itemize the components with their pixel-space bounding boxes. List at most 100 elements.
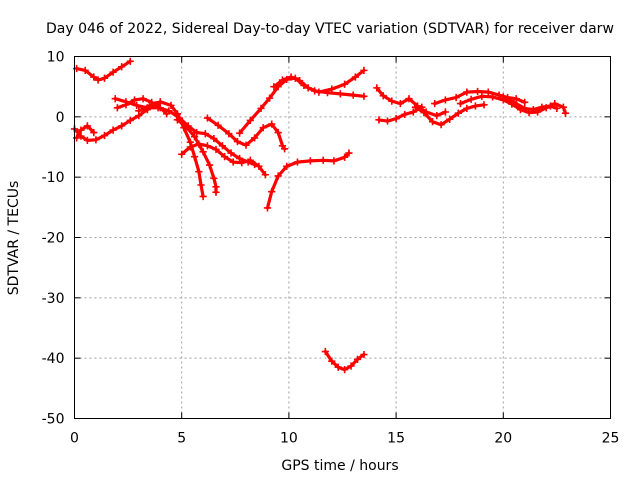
data-point: [257, 104, 265, 112]
data-point: [446, 115, 454, 123]
data-point: [197, 181, 205, 189]
data-point: [270, 83, 278, 91]
series-arc-16: [411, 101, 488, 129]
data-point: [263, 204, 272, 212]
plot-area: [70, 57, 570, 374]
data-point: [203, 142, 212, 150]
data-point: [283, 162, 291, 170]
data-point: [111, 95, 119, 103]
data-point: [441, 108, 450, 116]
series-arc-08: [178, 140, 269, 179]
data-point: [392, 115, 400, 123]
x-tick-label: 0: [70, 431, 79, 447]
data-point: [220, 153, 229, 161]
data-point: [90, 128, 98, 137]
data-point: [227, 149, 235, 157]
data-point: [139, 95, 147, 103]
data-point: [463, 88, 471, 96]
data-point: [375, 116, 383, 124]
series-trace: [433, 89, 527, 106]
data-point: [383, 117, 392, 125]
data-point: [478, 92, 486, 100]
series-trace: [137, 100, 205, 199]
data-point: [235, 154, 244, 163]
data-point: [379, 92, 387, 100]
data-point: [521, 104, 529, 112]
data-point: [304, 84, 312, 92]
data-point: [420, 109, 428, 117]
data-point: [190, 133, 199, 141]
data-point: [126, 116, 134, 125]
series-arc-06: [135, 98, 207, 201]
data-point: [182, 122, 190, 131]
series-trace: [113, 97, 257, 167]
data-point: [201, 130, 209, 138]
data-point: [351, 73, 359, 81]
series-trace: [272, 68, 366, 94]
grid: [74, 56, 611, 419]
data-point: [341, 366, 349, 374]
data-point: [441, 96, 450, 104]
data-point: [130, 96, 139, 104]
data-point: [287, 73, 295, 81]
data-point: [334, 363, 342, 371]
data-point: [353, 355, 362, 363]
data-point: [233, 137, 242, 146]
data-point: [250, 134, 259, 142]
chart-title: Day 046 of 2022, Sidereal Day-to-day VTE…: [46, 21, 614, 37]
data-point: [360, 66, 368, 74]
data-point: [452, 93, 460, 102]
series-arc-14: [373, 84, 450, 120]
data-point: [274, 128, 282, 137]
data-point: [373, 84, 381, 92]
x-tick-label: 5: [177, 431, 186, 447]
data-point: [186, 143, 194, 151]
data-point: [259, 124, 267, 132]
data-point: [100, 74, 109, 82]
x-tick-label: 25: [602, 431, 620, 447]
data-point: [173, 116, 182, 124]
data-point: [405, 95, 413, 103]
data-point: [118, 122, 126, 130]
data-point: [92, 136, 100, 144]
data-point: [529, 105, 537, 114]
data-point: [113, 104, 121, 112]
data-point: [238, 159, 246, 167]
data-point: [480, 101, 488, 109]
data-point: [199, 192, 207, 201]
data-point: [205, 161, 214, 169]
data-point: [133, 101, 141, 109]
data-point: [225, 130, 233, 138]
data-point: [433, 112, 441, 120]
data-point: [512, 95, 520, 103]
data-point: [471, 102, 480, 110]
data-point: [235, 129, 244, 137]
data-point: [473, 87, 482, 96]
y-tick-label: -50: [42, 412, 65, 428]
data-point: [94, 76, 102, 84]
data-point: [212, 188, 220, 196]
data-point: [229, 158, 237, 166]
series-arc-15: [375, 103, 426, 125]
data-point: [246, 116, 254, 125]
data-point: [341, 153, 349, 161]
data-point: [212, 145, 220, 154]
data-point: [559, 103, 567, 111]
data-point: [411, 103, 419, 111]
data-point: [246, 156, 254, 164]
data-point: [306, 157, 314, 165]
data-point: [328, 85, 336, 93]
data-point: [266, 94, 274, 102]
data-point: [193, 128, 201, 137]
x-axis-label: GPS time / hours: [281, 458, 398, 474]
data-point: [122, 101, 130, 109]
data-point: [437, 121, 445, 129]
data-point: [210, 134, 218, 143]
data-point: [173, 110, 182, 118]
axis-tick-labels: 0 5 10 15 20 25 10 0 -10 -20 -30 -40 -50: [42, 50, 620, 447]
plot-frame: [74, 56, 611, 419]
data-point: [255, 162, 263, 170]
data-point: [278, 76, 287, 84]
data-point: [401, 110, 409, 119]
data-point: [81, 66, 89, 74]
